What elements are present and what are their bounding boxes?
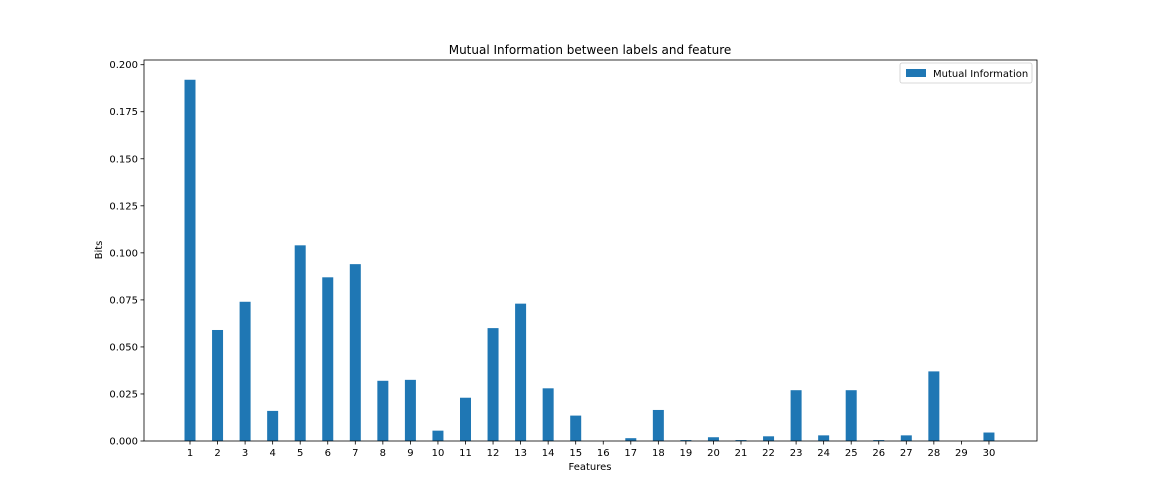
- y-tick-label: 0.025: [109, 389, 138, 400]
- bar-feature-30: [983, 432, 995, 441]
- bar-feature-23: [790, 390, 802, 441]
- axes-frame: [143, 59, 1038, 442]
- x-axis-label: Features: [569, 462, 612, 473]
- x-tick-label: 15: [569, 448, 582, 459]
- bar-feature-4: [267, 410, 279, 441]
- bar-feature-10: [432, 430, 444, 441]
- x-tick-label: 12: [487, 448, 500, 459]
- x-tick-label: 20: [707, 448, 720, 459]
- legend-box: [899, 62, 1033, 84]
- x-tick-label: 9: [407, 448, 413, 459]
- x-tick-label: 30: [983, 448, 996, 459]
- bar-feature-2: [212, 329, 224, 441]
- x-tick-label: 26: [872, 448, 885, 459]
- x-tick-label: 16: [597, 448, 610, 459]
- x-tick-label: 10: [432, 448, 445, 459]
- bar-feature-21: [735, 440, 747, 441]
- x-tick-label: 21: [735, 448, 748, 459]
- bar-feature-22: [763, 436, 775, 441]
- y-tick-label: 0.200: [109, 60, 138, 71]
- x-tick-label: 23: [790, 448, 803, 459]
- x-tick-label: 27: [900, 448, 913, 459]
- bar-feature-12: [487, 328, 499, 441]
- legend-swatch: [906, 69, 926, 77]
- bar-feature-26: [873, 440, 885, 441]
- x-tick-label: 25: [845, 448, 858, 459]
- bar-feature-25: [845, 390, 857, 441]
- x-tick-label: 4: [269, 448, 275, 459]
- legend: Mutual Information: [899, 62, 1033, 84]
- bar-feature-20: [707, 437, 719, 441]
- y-tick-label: 0.050: [109, 342, 138, 353]
- bar-feature-14: [542, 388, 554, 441]
- bar-feature-13: [515, 303, 527, 441]
- bar-feature-1: [184, 79, 196, 441]
- x-tick-label: 24: [817, 448, 830, 459]
- y-tick-label: 0.075: [109, 295, 138, 306]
- bar-feature-19: [680, 440, 692, 441]
- x-tick-label: 13: [514, 448, 527, 459]
- y-tick-label: 0.125: [109, 201, 138, 212]
- chart-title: Mutual Information between labels and fe…: [449, 43, 732, 57]
- x-tick-label: 2: [214, 448, 220, 459]
- bar-feature-27: [900, 435, 912, 441]
- y-tick-label: 0.100: [109, 248, 138, 259]
- bar-feature-3: [239, 301, 251, 441]
- ticks-layer: 0.000 0.025 0.050 0.075 0.100 0.125 0.150 0.175…: [109, 60, 995, 459]
- bar-feature-28: [928, 371, 940, 441]
- x-tick-label: 7: [352, 448, 358, 459]
- bar-feature-8: [377, 380, 389, 441]
- x-tick-label: 17: [624, 448, 637, 459]
- x-tick-label: 22: [762, 448, 775, 459]
- x-tick-label: 3: [242, 448, 248, 459]
- x-tick-label: 1: [187, 448, 193, 459]
- x-tick-label: 19: [680, 448, 693, 459]
- x-tick-label: 6: [325, 448, 331, 459]
- bar-feature-7: [349, 264, 361, 441]
- bar-feature-9: [404, 379, 416, 441]
- x-tick-label: 14: [542, 448, 555, 459]
- bar-feature-18: [652, 409, 664, 441]
- x-tick-label: 28: [927, 448, 940, 459]
- y-tick-label: 0.175: [109, 107, 138, 118]
- bar-feature-24: [818, 435, 830, 441]
- bar-feature-15: [570, 415, 582, 441]
- x-tick-label: 5: [297, 448, 303, 459]
- bar-feature-5: [294, 245, 306, 441]
- x-tick-label: 11: [459, 448, 472, 459]
- legend-label: Mutual Information: [933, 69, 1028, 80]
- bar-feature-17: [625, 438, 637, 441]
- x-tick-label: 8: [380, 448, 386, 459]
- x-tick-label: 29: [955, 448, 968, 459]
- bar-feature-11: [460, 397, 471, 441]
- y-tick-label: 0.000: [109, 437, 138, 448]
- y-axis-label: Bits: [94, 241, 105, 260]
- bars-layer: [184, 79, 995, 441]
- y-tick-label: 0.150: [109, 154, 138, 165]
- bar-feature-6: [322, 277, 334, 441]
- x-tick-label: 18: [652, 448, 665, 459]
